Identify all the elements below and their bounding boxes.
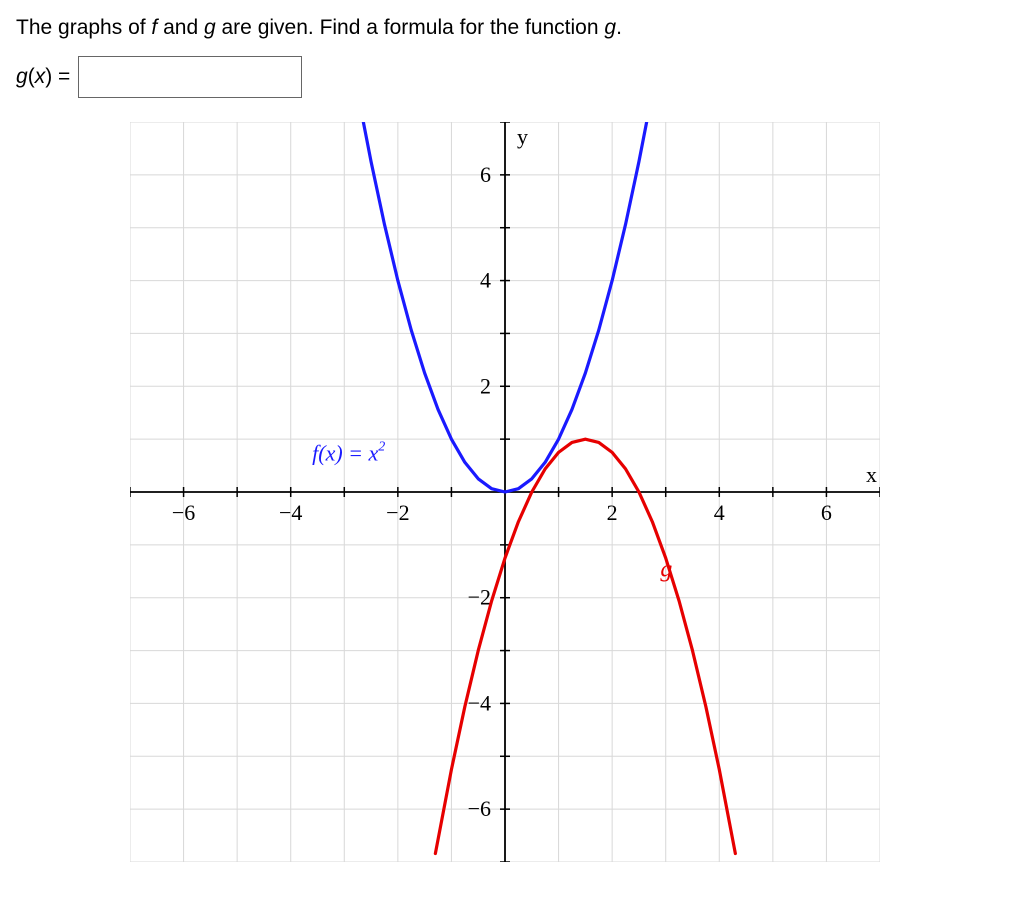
svg-text:2: 2 — [607, 500, 618, 525]
svg-text:−4: −4 — [279, 500, 302, 525]
svg-text:4: 4 — [480, 268, 491, 293]
svg-text:−2: −2 — [468, 585, 491, 610]
svg-text:−2: −2 — [386, 500, 409, 525]
svg-text:−4: −4 — [468, 690, 491, 715]
svg-text:4: 4 — [714, 500, 725, 525]
svg-text:6: 6 — [480, 162, 491, 187]
question-text: The graphs of f and g are given. Find a … — [16, 16, 994, 40]
answer-open: ( — [28, 65, 35, 88]
svg-text:6: 6 — [821, 500, 832, 525]
answer-line: g(x) = — [16, 56, 994, 98]
answer-input[interactable] — [78, 56, 302, 98]
q-suffix: . — [616, 16, 622, 39]
answer-label: g(x) = — [16, 65, 70, 89]
svg-text:f(x) = x2: f(x) = x2 — [312, 439, 385, 465]
graph: −6 −4 −2 2 4 6 −6 −4 −2 2 4 6 x y f(x) = x2 g — [130, 122, 880, 862]
svg-text:g: g — [660, 557, 672, 583]
svg-text:−6: −6 — [468, 796, 491, 821]
svg-text:−6: −6 — [172, 500, 195, 525]
graph-container: −6 −4 −2 2 4 6 −6 −4 −2 2 4 6 x y f(x) = x2 g — [16, 122, 994, 862]
answer-var: x — [35, 65, 46, 88]
svg-text:2: 2 — [480, 373, 491, 398]
q-mid1: and — [157, 16, 204, 39]
answer-close: ) = — [45, 65, 70, 88]
svg-text:y: y — [517, 124, 528, 149]
answer-fn: g — [16, 65, 28, 88]
q-mid2: are given. Find a formula for the functi… — [216, 16, 605, 39]
svg-text:x: x — [866, 462, 877, 487]
q-g: g — [204, 16, 216, 39]
q-prefix: The graphs of — [16, 16, 151, 39]
q-g2: g — [604, 16, 616, 39]
